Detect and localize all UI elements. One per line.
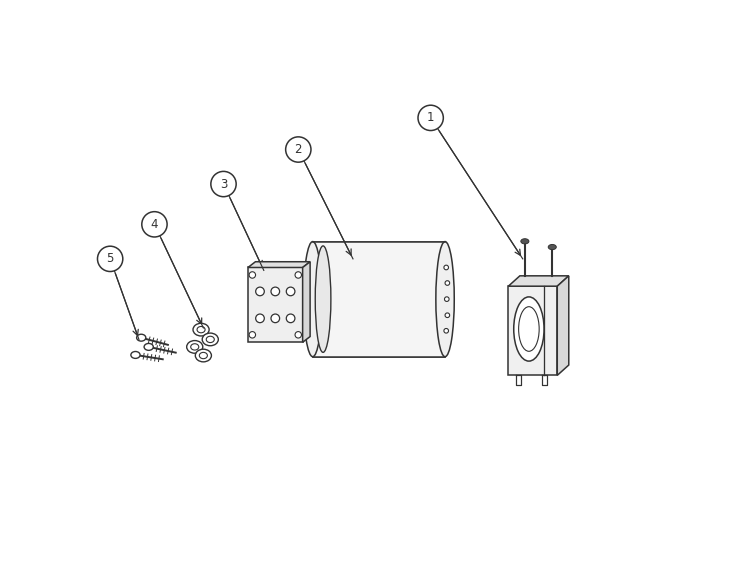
Ellipse shape (444, 265, 448, 270)
Ellipse shape (202, 333, 218, 346)
Ellipse shape (137, 334, 146, 341)
Ellipse shape (304, 242, 322, 357)
Ellipse shape (271, 314, 280, 322)
Bar (313, 242, 445, 357)
Ellipse shape (249, 272, 256, 278)
Circle shape (286, 137, 311, 162)
Circle shape (142, 211, 167, 237)
Ellipse shape (193, 323, 209, 336)
Polygon shape (508, 276, 569, 286)
Ellipse shape (199, 352, 208, 358)
Ellipse shape (206, 336, 214, 343)
Text: 5: 5 (107, 252, 114, 266)
Ellipse shape (295, 272, 302, 278)
Text: 3: 3 (220, 178, 227, 191)
Ellipse shape (287, 287, 295, 296)
Ellipse shape (519, 307, 539, 352)
Ellipse shape (295, 332, 302, 338)
Ellipse shape (144, 343, 153, 350)
Polygon shape (248, 261, 310, 267)
Circle shape (211, 171, 236, 197)
Ellipse shape (436, 242, 454, 357)
Ellipse shape (131, 352, 140, 358)
Ellipse shape (196, 349, 211, 362)
Polygon shape (302, 261, 310, 342)
Ellipse shape (249, 332, 256, 338)
Text: 2: 2 (295, 143, 302, 156)
Polygon shape (508, 286, 557, 375)
Ellipse shape (445, 281, 450, 285)
Ellipse shape (191, 344, 199, 350)
Polygon shape (248, 267, 302, 342)
Ellipse shape (315, 246, 331, 352)
Ellipse shape (521, 239, 529, 244)
Ellipse shape (186, 340, 203, 353)
Ellipse shape (197, 327, 205, 333)
Ellipse shape (256, 314, 264, 322)
Ellipse shape (444, 297, 449, 302)
Ellipse shape (548, 245, 556, 250)
Circle shape (98, 246, 123, 271)
Ellipse shape (271, 287, 280, 296)
Ellipse shape (444, 328, 448, 333)
Ellipse shape (514, 297, 544, 361)
Text: 1: 1 (427, 112, 435, 124)
Ellipse shape (287, 314, 295, 322)
Ellipse shape (256, 287, 264, 296)
Text: 4: 4 (150, 218, 158, 231)
Circle shape (418, 105, 444, 131)
Polygon shape (557, 276, 569, 375)
Ellipse shape (445, 313, 450, 318)
